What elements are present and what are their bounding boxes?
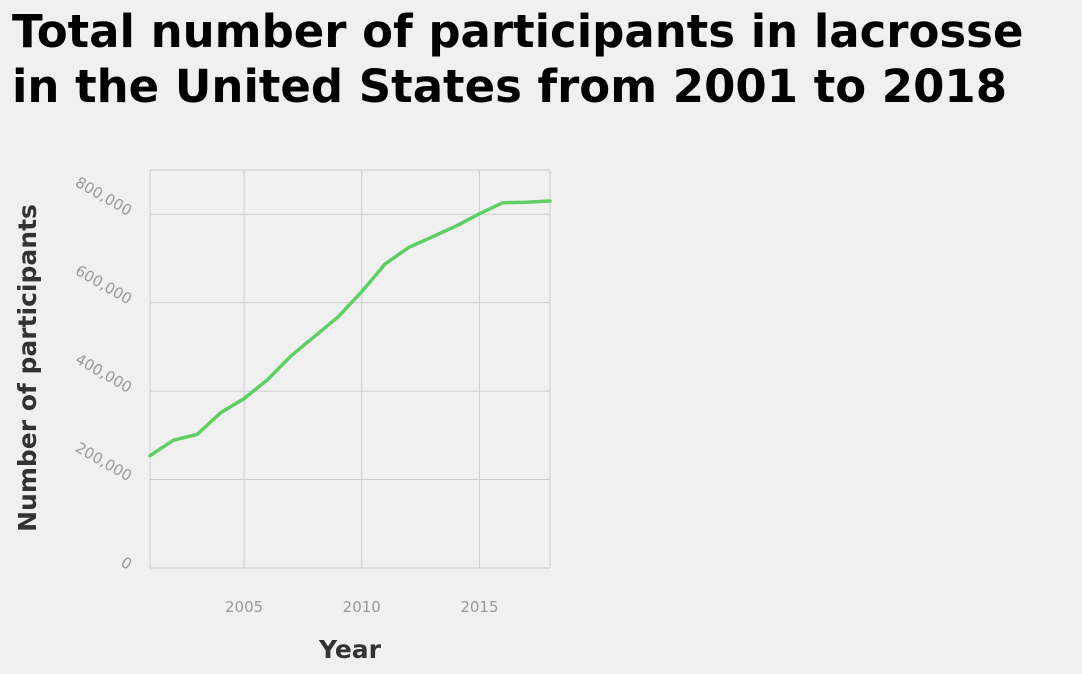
y-axis-label: Number of participants <box>13 204 42 532</box>
y-tick-label: 400,000 <box>72 350 135 397</box>
x-tick-label: 2010 <box>343 598 381 616</box>
y-axis-ticks: 0 200,000 400,000 600,000 800,000 <box>72 173 135 573</box>
x-axis-ticks: 2005 2010 2015 <box>225 598 498 616</box>
chart-title-line-1: Total number of participants in lacrosse <box>12 5 1024 58</box>
grid <box>149 169 551 569</box>
y-tick-label: 800,000 <box>72 173 135 220</box>
series-layer <box>148 199 552 458</box>
x-tick-label: 2005 <box>225 598 263 616</box>
series-line <box>148 199 552 458</box>
y-tick-label: 600,000 <box>72 262 135 309</box>
x-axis-label: Year <box>318 635 382 664</box>
y-tick-label: 200,000 <box>72 438 135 485</box>
chart-title-line-2: in the United States from 2001 to 2018 <box>12 60 1008 113</box>
y-tick-label: 0 <box>118 553 135 573</box>
x-tick-label: 2015 <box>460 598 498 616</box>
chart-title: Total number of participants in lacrosse… <box>12 4 1077 114</box>
